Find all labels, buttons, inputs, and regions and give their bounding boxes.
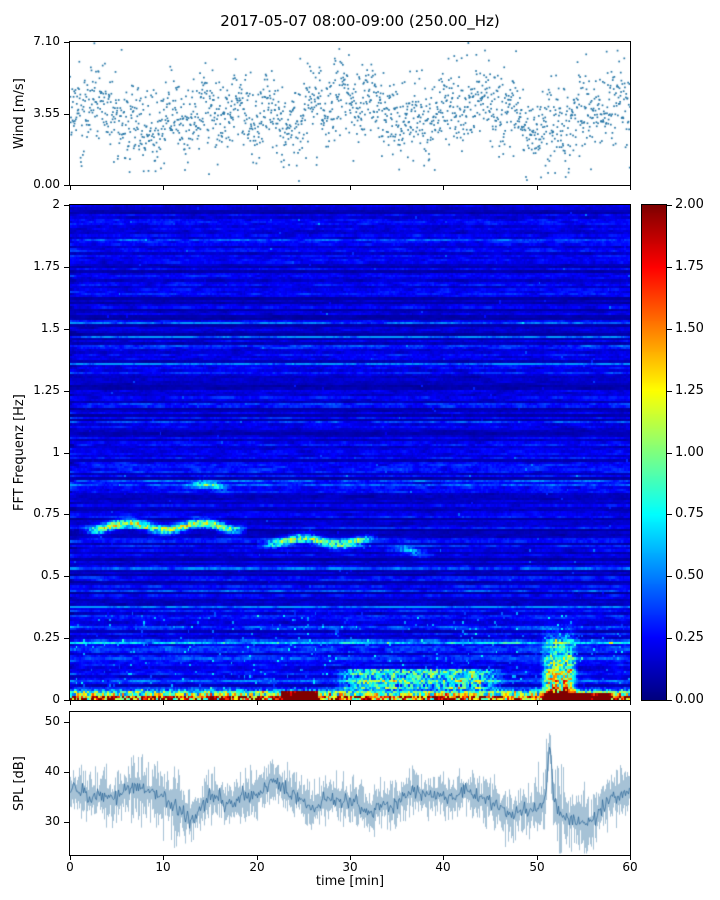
tick-mark (350, 186, 351, 190)
y-tick-label: 0.25 (33, 630, 60, 644)
y-tick-label: 0 (52, 692, 60, 706)
tick-mark (257, 186, 258, 190)
tick-mark (630, 856, 631, 860)
tick-mark (630, 701, 631, 705)
y-tick-label: 0.00 (33, 177, 60, 191)
tick-mark (64, 514, 69, 515)
tick-mark (64, 267, 69, 268)
tick-mark (667, 638, 672, 639)
tick-mark (64, 391, 69, 392)
tick-mark (70, 701, 71, 705)
tick-mark (64, 638, 69, 639)
tick-mark (64, 453, 69, 454)
tick-mark (64, 700, 69, 701)
tick-mark (443, 701, 444, 705)
tick-mark (630, 186, 631, 190)
y-tick-label: 7.10 (33, 34, 60, 48)
colorbar (641, 204, 667, 701)
y-tick-label: 0.75 (33, 506, 60, 520)
chart-title: 2017-05-07 08:00-09:00 (250.00_Hz) (220, 12, 500, 30)
tick-mark (350, 701, 351, 705)
x-tick-label: 50 (529, 860, 545, 874)
wind-scatter-canvas (70, 42, 630, 185)
y-tick-label: 1.25 (33, 383, 60, 397)
tick-mark (667, 514, 672, 515)
tick-mark (64, 722, 69, 723)
x-tick-label: 30 (342, 860, 358, 874)
tick-mark (443, 856, 444, 860)
colorbar-tick-label: 1.75 (675, 259, 704, 274)
x-tick-label: 60 (622, 860, 638, 874)
spectrogram-canvas (70, 205, 630, 700)
tick-mark (667, 391, 672, 392)
x-tick-label: 0 (66, 860, 74, 874)
colorbar-canvas (642, 205, 666, 700)
colorbar-tick-label: 1.00 (675, 445, 704, 460)
colorbar-tick-label: 0.25 (675, 630, 704, 645)
y-tick-label: 1 (52, 445, 60, 459)
spl-panel (69, 711, 631, 856)
tick-mark (64, 576, 69, 577)
wind-scatter-panel (69, 41, 631, 186)
tick-mark (64, 822, 69, 823)
tick-mark (163, 856, 164, 860)
x-tick-label: 40 (435, 860, 451, 874)
tick-mark (667, 453, 672, 454)
tick-mark (64, 772, 69, 773)
tick-mark (537, 701, 538, 705)
tick-mark (64, 329, 69, 330)
spl-y-axis-label: SPL [dB] (12, 756, 27, 811)
colorbar-tick-label: 0.75 (675, 506, 704, 521)
tick-mark (667, 329, 672, 330)
tick-mark (537, 186, 538, 190)
tick-mark (257, 856, 258, 860)
tick-mark (537, 856, 538, 860)
tick-mark (64, 205, 69, 206)
spl-canvas (70, 712, 630, 855)
tick-mark (667, 700, 672, 701)
y-tick-label: 50 (44, 714, 60, 728)
tick-mark (70, 186, 71, 190)
tick-mark (70, 856, 71, 860)
y-tick-label: 1.75 (33, 259, 60, 273)
tick-mark (64, 185, 69, 186)
tick-mark (163, 186, 164, 190)
tick-mark (667, 205, 672, 206)
tick-mark (163, 701, 164, 705)
tick-mark (667, 576, 672, 577)
tick-mark (443, 186, 444, 190)
y-tick-label: 3.55 (33, 106, 60, 120)
x-axis-label: time [min] (315, 874, 385, 889)
tick-mark (350, 856, 351, 860)
x-tick-label: 10 (155, 860, 171, 874)
colorbar-tick-label: 1.50 (675, 321, 704, 336)
y-tick-label: 30 (44, 814, 60, 828)
spectrogram-panel (69, 204, 631, 701)
colorbar-tick-label: 0.00 (675, 692, 704, 707)
tick-mark (64, 114, 69, 115)
x-tick-label: 20 (249, 860, 265, 874)
colorbar-tick-label: 2.00 (675, 197, 704, 212)
colorbar-tick-label: 1.25 (675, 383, 704, 398)
tick-mark (64, 42, 69, 43)
y-tick-label: 0.5 (40, 568, 60, 582)
tick-mark (257, 701, 258, 705)
y-tick-label: 2 (52, 197, 60, 211)
y-tick-label: 40 (44, 764, 60, 778)
colorbar-tick-label: 0.50 (675, 568, 704, 583)
tick-mark (667, 267, 672, 268)
y-tick-label: 1.5 (40, 321, 60, 335)
